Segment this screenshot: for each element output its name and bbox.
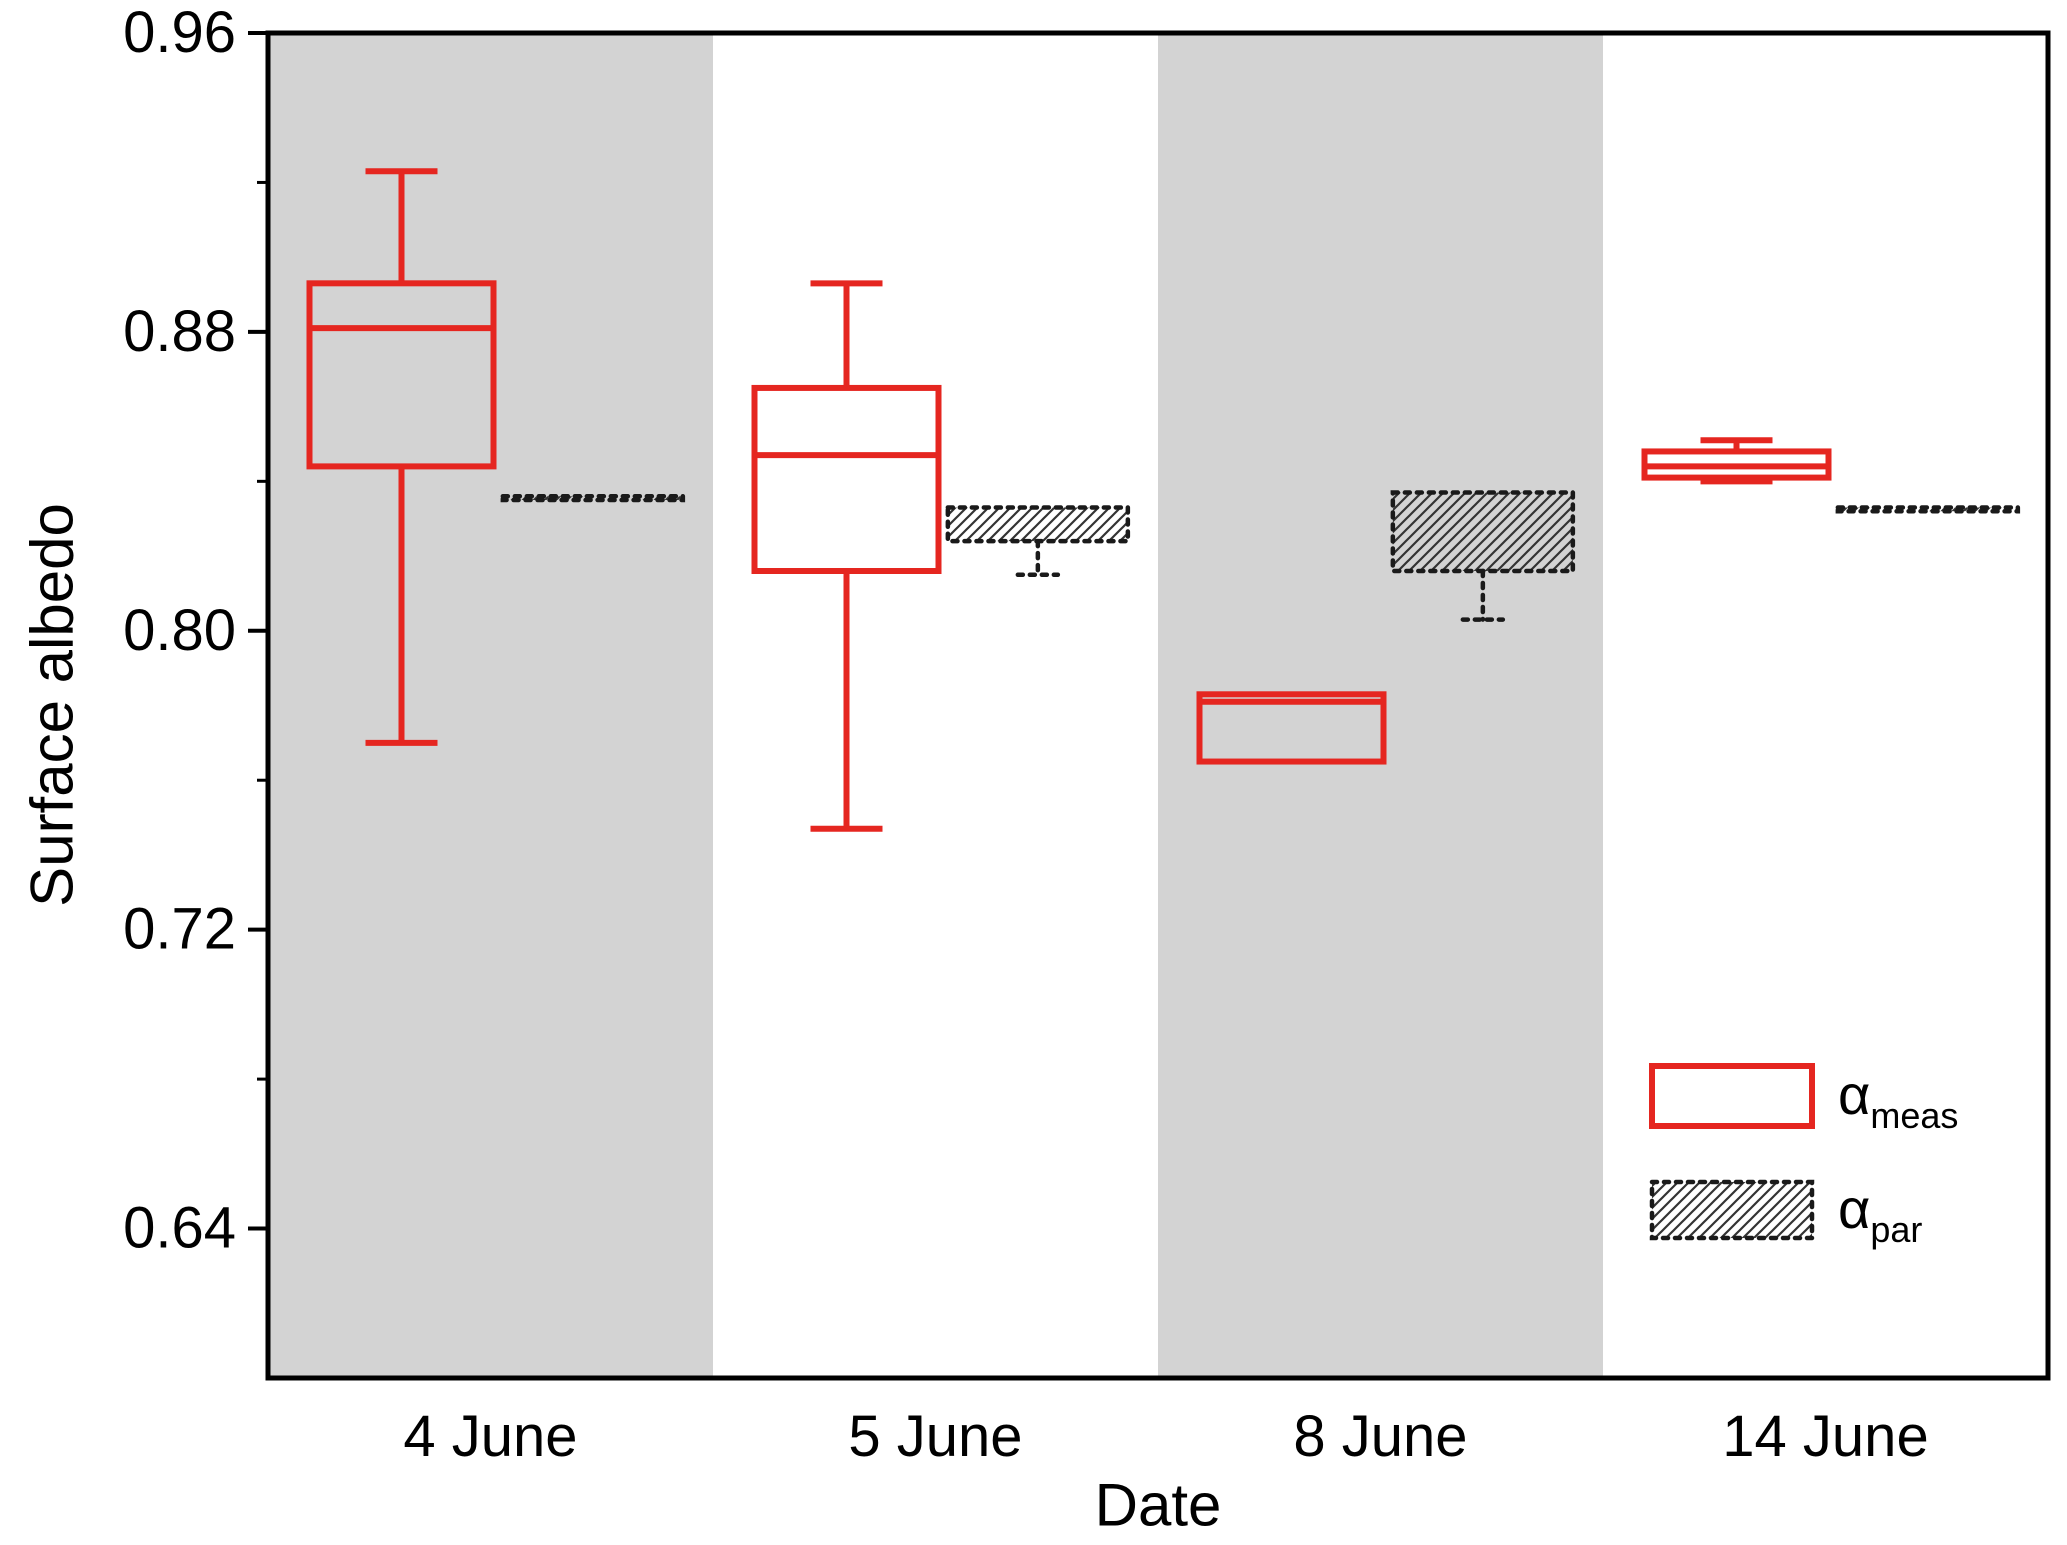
- boxplot-par-0: [500, 494, 686, 503]
- boxplot-par-3: [1835, 505, 2021, 514]
- y-axis: 0.64 0.72 0.80 0.88 0.96: [123, 0, 268, 1261]
- x-tick-label-1: 5 June: [848, 1404, 1022, 1469]
- y-tick-label: 0.64: [123, 1196, 236, 1261]
- x-axis: 4 June 5 June 8 June 14 June: [403, 1404, 1928, 1469]
- boxplot-par-1: [945, 505, 1131, 577]
- y-axis-title: Surface albedo: [18, 503, 86, 907]
- x-tick-label-0: 4 June: [403, 1404, 577, 1469]
- legend: αmeas αpar: [1649, 1063, 1958, 1250]
- boxplot-meas-1: [751, 280, 942, 832]
- boxplot-par-2: [1390, 490, 1576, 622]
- legend-swatch-meas: [1649, 1063, 1815, 1129]
- x-axis-title: Date: [1094, 1471, 1222, 1539]
- boxplot-meas-3: [1641, 437, 1832, 485]
- boxplot-meas-2: [1196, 691, 1387, 765]
- legend-label-par: αpar: [1838, 1177, 1922, 1250]
- shaded-band-0: [268, 33, 713, 1378]
- boxplot-meas-0: [306, 168, 497, 746]
- y-tick-label: 0.96: [123, 0, 236, 65]
- y-tick-label: 0.72: [123, 897, 236, 962]
- plot-frame: [265, 30, 2051, 1381]
- y-tick-label: 0.80: [123, 598, 236, 663]
- y-tick-label: 0.88: [123, 299, 236, 364]
- x-tick-label-3: 14 June: [1722, 1404, 1928, 1469]
- legend-label-meas: αmeas: [1838, 1063, 1958, 1136]
- x-tick-label-2: 8 June: [1293, 1404, 1467, 1469]
- legend-swatch-par: [1649, 1179, 1815, 1241]
